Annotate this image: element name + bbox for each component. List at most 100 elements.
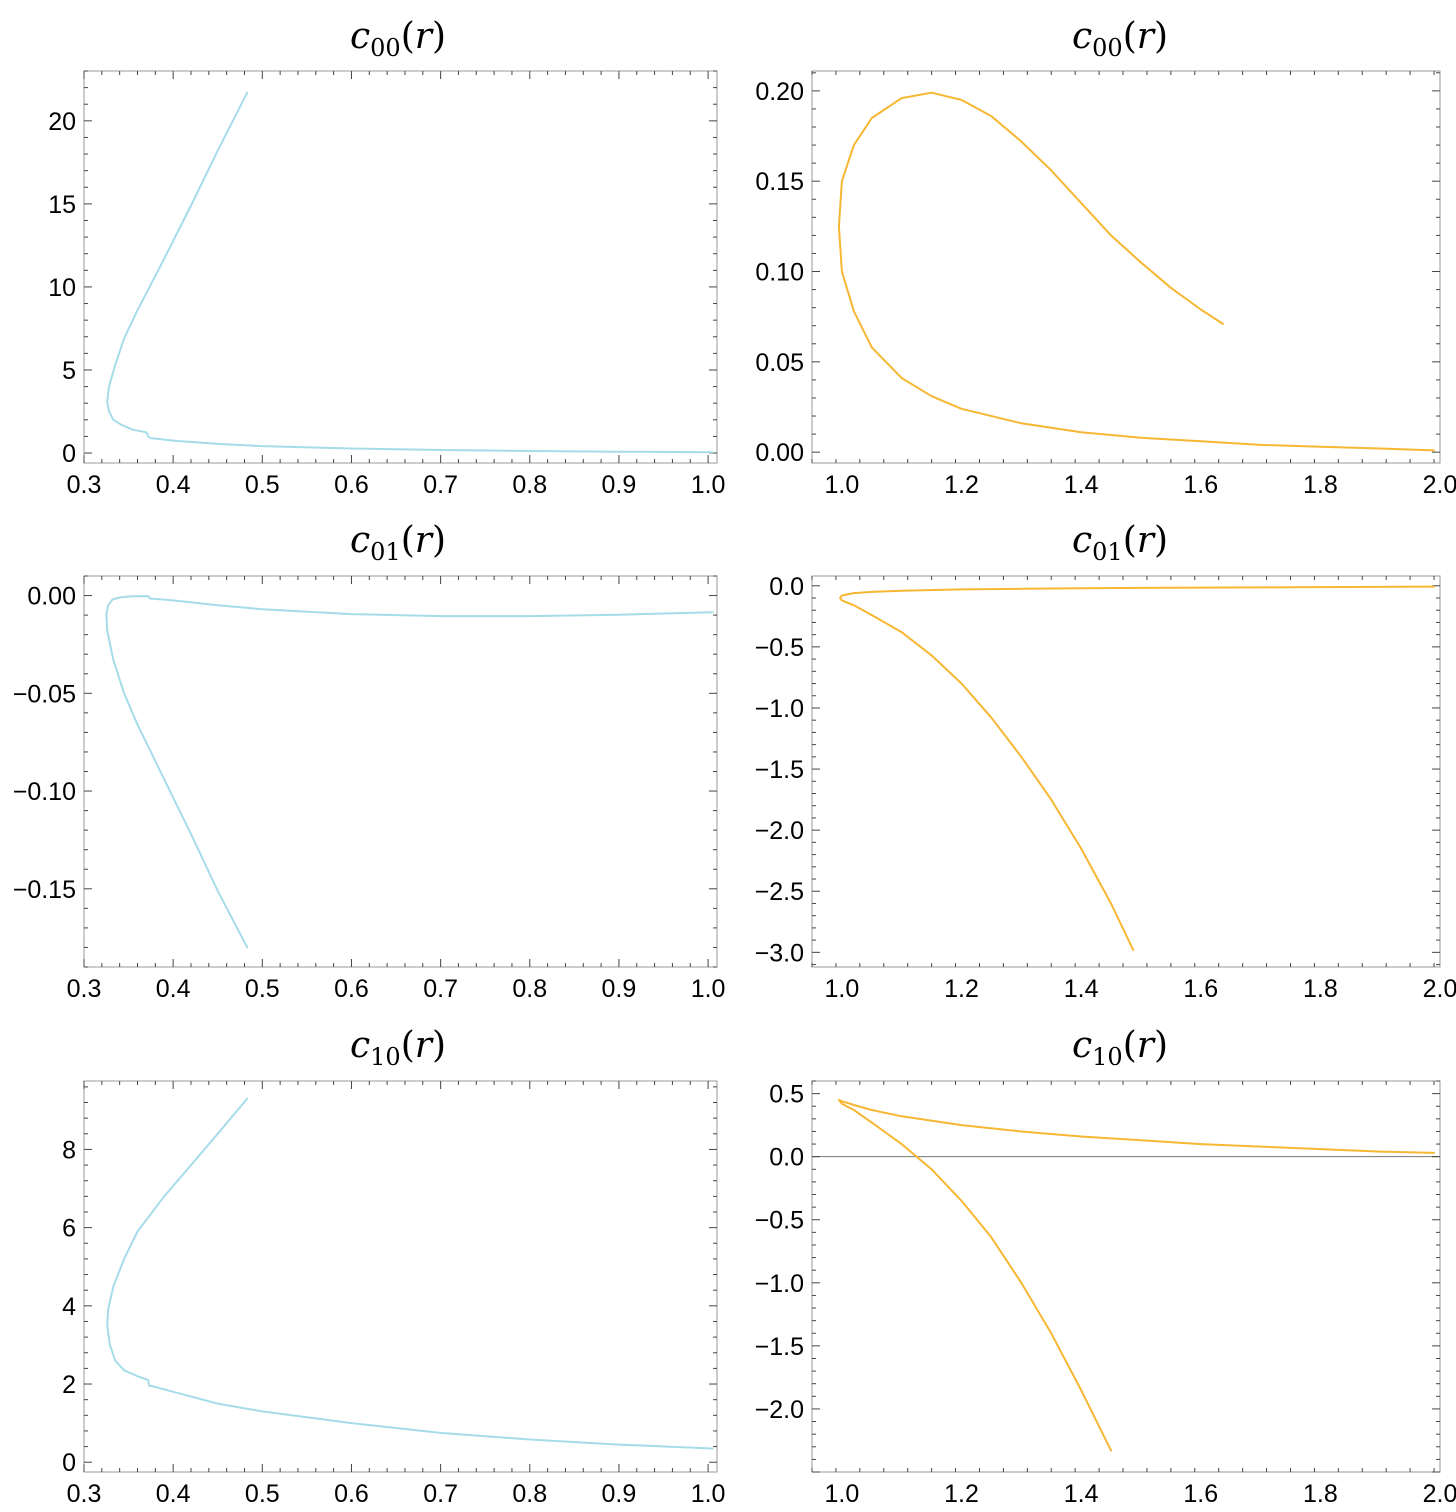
title-paren-open: ( xyxy=(401,1025,415,1066)
panel-4: c01(r) 1.0 1.2 1.4 1.6 1.8 2.0 0.0 −0.5 −1.0 −1.5 −… xyxy=(755,520,1456,1003)
title-subscript: 00 xyxy=(370,34,401,62)
plot-frame xyxy=(83,575,718,968)
title-argument: r xyxy=(415,16,434,57)
plot-frame xyxy=(811,575,1441,968)
title-argument: r xyxy=(1137,520,1156,561)
series-line xyxy=(837,91,1435,452)
x-tick-label: 1.4 xyxy=(1064,471,1099,499)
y-tick-label: −2.0 xyxy=(755,817,804,845)
y-tick-label: −2.5 xyxy=(755,878,804,906)
panel-3: c01(r) 0.3 0.4 0.5 0.6 0.7 0.8 0.9 1.0 0.00 −0.05 −… xyxy=(13,520,726,1003)
x-tick-label: 0.4 xyxy=(156,975,191,1003)
x-tick-label: 1.8 xyxy=(1303,471,1338,499)
y-tick-label: −0.05 xyxy=(13,680,76,708)
x-tick-label: 0.8 xyxy=(512,471,547,499)
title-paren-open: ( xyxy=(401,520,415,561)
title-paren-open: ( xyxy=(1123,520,1137,561)
panel-6: c10(r) 1.0 1.2 1.4 1.6 1.8 2.0 0.5 0.0 −0.5 −1.0 −1… xyxy=(755,1025,1456,1508)
title-paren-close: ) xyxy=(432,520,446,561)
title-paren-close: ) xyxy=(1154,16,1168,57)
plot-frame xyxy=(83,1080,718,1473)
x-tick-label: 1.0 xyxy=(691,1480,726,1508)
title-name: c xyxy=(350,1025,370,1066)
plot-frame xyxy=(811,1080,1441,1473)
title-paren-open: ( xyxy=(1123,1025,1137,1066)
title-paren-open: ( xyxy=(401,16,415,57)
title-name: c xyxy=(1072,520,1092,561)
x-tick-label: 0.3 xyxy=(67,1480,102,1508)
title-subscript: 10 xyxy=(370,1043,401,1071)
x-tick-label: 1.0 xyxy=(691,471,726,499)
panel-5: c10(r) 0.3 0.4 0.5 0.6 0.7 0.8 0.9 1.0 0 2 4 6 8 xyxy=(62,1025,725,1508)
x-tick-label: 0.4 xyxy=(156,471,191,499)
y-tick-label: 0.0 xyxy=(769,573,804,601)
panel-title: c10(r) xyxy=(350,1025,446,1071)
x-tick-label: 2.0 xyxy=(1423,471,1456,499)
title-name: c xyxy=(350,520,370,561)
x-tick-label: 1.8 xyxy=(1303,1480,1338,1508)
y-tick-label: 20 xyxy=(48,108,76,136)
title-subscript: 10 xyxy=(1092,1043,1123,1071)
y-tick-label: 15 xyxy=(48,191,76,219)
y-tick-label: 0.10 xyxy=(755,259,804,287)
y-tick-label: −1.5 xyxy=(755,756,804,784)
y-tick-label: −0.5 xyxy=(755,634,804,662)
x-tick-label: 1.6 xyxy=(1183,471,1218,499)
title-name: c xyxy=(1072,16,1092,57)
x-tick-label: 1.2 xyxy=(944,471,979,499)
y-tick-label: 6 xyxy=(62,1215,76,1243)
y-tick-label: −1.0 xyxy=(755,1270,804,1298)
x-tick-label: 0.6 xyxy=(334,471,369,499)
x-tick-label: 2.0 xyxy=(1423,975,1456,1003)
panel-2: c00(r) 1.0 1.2 1.4 1.6 1.8 2.0 0.00 0.05 0.10 0.15… xyxy=(755,16,1456,499)
y-tick-label: 10 xyxy=(48,274,76,302)
y-tick-label: 5 xyxy=(62,357,76,385)
title-name: c xyxy=(350,16,370,57)
title-paren-close: ) xyxy=(432,16,446,57)
panel-title: c01(r) xyxy=(350,520,446,566)
y-tick-label: −1.0 xyxy=(755,695,804,723)
title-argument: r xyxy=(415,520,434,561)
x-tick-label: 0.9 xyxy=(602,471,637,499)
y-tick-label: 0.5 xyxy=(769,1081,804,1109)
plot-frame xyxy=(83,70,718,464)
panel-title: c00(r) xyxy=(350,16,446,62)
title-subscript: 00 xyxy=(1092,34,1123,62)
y-tick-label: −3.0 xyxy=(755,939,804,967)
title-paren-close: ) xyxy=(1154,520,1168,561)
x-tick-label: 0.6 xyxy=(334,975,369,1003)
x-tick-label: 1.4 xyxy=(1064,975,1099,1003)
title-paren-close: ) xyxy=(432,1025,446,1066)
x-tick-label: 1.0 xyxy=(691,975,726,1003)
y-tick-label: 4 xyxy=(62,1293,76,1321)
title-paren-open: ( xyxy=(1123,16,1137,57)
x-tick-label: 0.8 xyxy=(512,975,547,1003)
x-tick-label: 0.5 xyxy=(245,1480,280,1508)
panel-1: c00(r) 0.3 0.4 0.5 0.6 0.7 0.8 0.9 1.0 0 5 10 15 20 xyxy=(48,16,725,499)
series-line xyxy=(105,595,714,949)
title-paren-close: ) xyxy=(1154,1025,1168,1066)
series-line xyxy=(106,1097,714,1450)
x-tick-label: 1.4 xyxy=(1064,1480,1099,1508)
y-tick-label: 0.15 xyxy=(755,168,804,196)
title-subscript: 01 xyxy=(1092,538,1123,566)
x-tick-label: 1.2 xyxy=(944,1480,979,1508)
panel-title: c01(r) xyxy=(1072,520,1168,566)
x-tick-label: 0.4 xyxy=(156,1480,191,1508)
plot-frame xyxy=(811,70,1441,464)
x-tick-label: 1.2 xyxy=(944,975,979,1003)
x-tick-label: 2.0 xyxy=(1423,1480,1456,1508)
x-tick-label: 0.8 xyxy=(512,1480,547,1508)
x-tick-label: 1.8 xyxy=(1303,975,1338,1003)
title-name: c xyxy=(1072,1025,1092,1066)
y-tick-label: 0 xyxy=(62,1449,76,1477)
y-tick-label: −0.15 xyxy=(13,876,76,904)
title-subscript: 01 xyxy=(370,538,401,566)
y-tick-label: 8 xyxy=(62,1136,76,1164)
title-argument: r xyxy=(1137,16,1156,57)
series-line xyxy=(106,91,714,454)
x-tick-label: 1.0 xyxy=(825,1480,860,1508)
y-tick-label: 0.00 xyxy=(27,583,76,611)
x-tick-label: 0.6 xyxy=(334,1480,369,1508)
